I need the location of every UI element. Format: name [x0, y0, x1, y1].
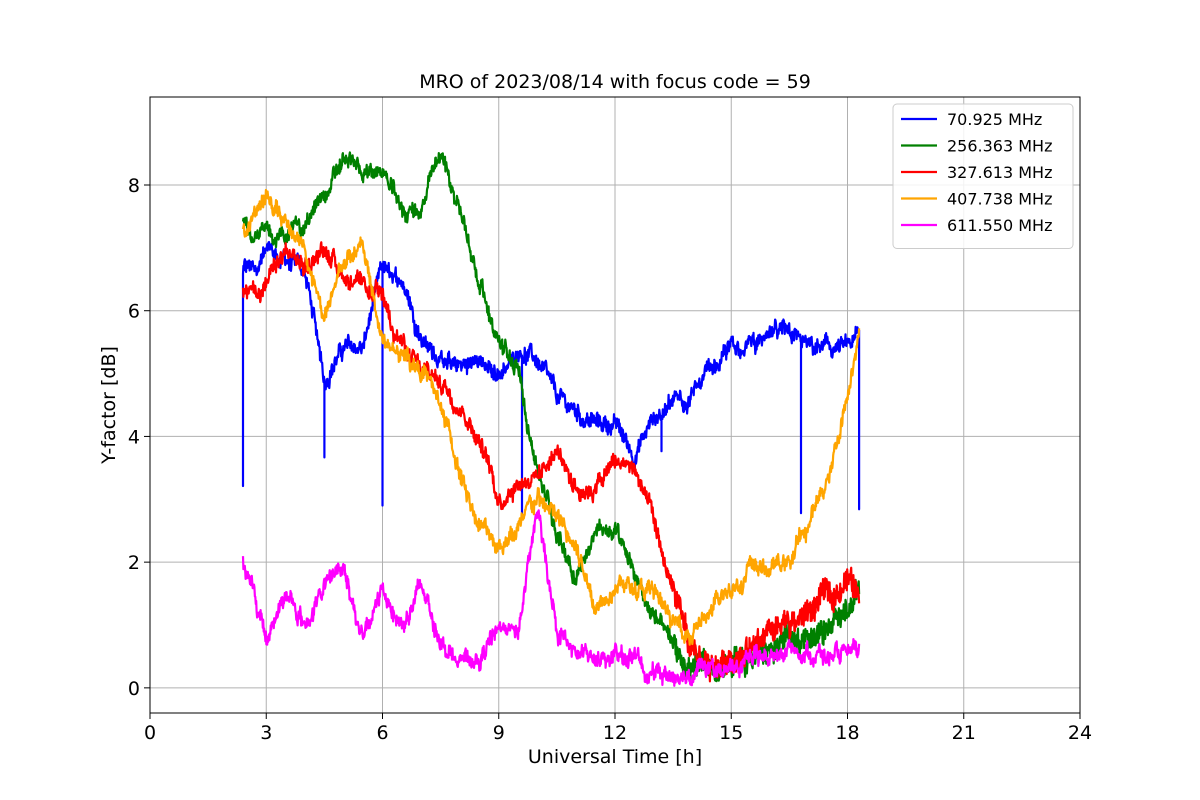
x-tick-label: 3 [260, 722, 272, 744]
legend-box [892, 103, 1074, 249]
legend-label: 407.738 MHz [947, 190, 1052, 209]
legend-label: 70.925 MHz [947, 110, 1042, 129]
series-line [241, 509, 861, 687]
y-tick-label: 6 [128, 301, 140, 323]
legend-label: 327.613 MHz [947, 163, 1052, 182]
y-tick-label: 8 [128, 175, 140, 197]
series-line [241, 188, 861, 646]
x-tick-label: 21 [952, 722, 976, 744]
plot-series [241, 151, 861, 687]
y-tick-label: 2 [128, 552, 140, 574]
x-tick-label: 12 [603, 722, 627, 744]
legend-label: 611.550 MHz [947, 216, 1052, 235]
x-tick-label: 9 [493, 722, 505, 744]
legend: 70.925 MHz 256.363 MHz 327.613 MHz 407.7… [892, 103, 1074, 249]
x-axis-label: Universal Time [h] [528, 746, 702, 768]
y-axis-ticks: 0 2 4 6 8 [128, 175, 150, 700]
x-axis-ticks: 0 3 6 9 12 15 18 21 24 [144, 713, 1092, 744]
x-tick-label: 24 [1068, 722, 1092, 744]
series-line [241, 241, 861, 516]
series-line [241, 241, 861, 683]
x-tick-label: 15 [719, 722, 743, 744]
legend-label: 256.363 MHz [947, 137, 1052, 156]
x-tick-label: 6 [376, 722, 388, 744]
x-tick-label: 0 [144, 722, 156, 744]
y-axis-label: Y-factor [dB] [98, 346, 120, 465]
y-tick-label: 0 [128, 678, 140, 700]
x-tick-label: 18 [835, 722, 859, 744]
y-tick-label: 4 [128, 426, 140, 448]
chart-title: MRO of 2023/08/14 with focus code = 59 [419, 71, 811, 93]
